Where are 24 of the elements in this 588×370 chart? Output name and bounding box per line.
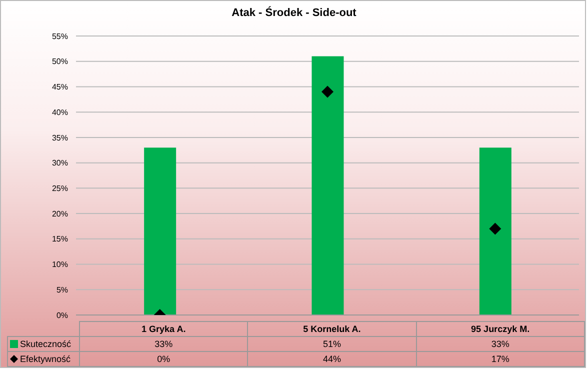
y-tick-label: 40% — [52, 108, 68, 117]
x-tick-label: 1 Gryka A. — [79, 322, 248, 336]
y-tick-label: 45% — [52, 82, 68, 92]
y-tick-label: 35% — [52, 133, 68, 142]
data-label: 51% — [248, 336, 416, 352]
y-tick-label: 15% — [52, 234, 68, 244]
x-tick-label: 5 Korneluk A. — [248, 322, 416, 336]
x-tick-label: 95 Jurczyk M. — [416, 322, 584, 336]
y-tick-label: 5% — [56, 285, 68, 294]
legend-label: Efektywność — [8, 352, 80, 366]
chart-title: Atak - Środek - Side-out — [230, 7, 358, 19]
y-tick-label: 0% — [56, 310, 68, 320]
data-label: 17% — [416, 352, 584, 366]
y-tick-label: 30% — [52, 158, 68, 168]
legend-label: Skuteczność — [8, 336, 80, 352]
y-tick-label: 25% — [52, 184, 68, 194]
data-label: 0% — [79, 352, 248, 366]
y-tick-label: 10% — [52, 260, 68, 270]
data-label: 33% — [79, 336, 248, 352]
data-label: 44% — [248, 352, 416, 366]
data-label: 33% — [416, 336, 584, 352]
y-tick-label: 50% — [52, 57, 68, 66]
y-tick-label: 55% — [52, 32, 68, 41]
y-tick-label: 20% — [52, 209, 68, 218]
